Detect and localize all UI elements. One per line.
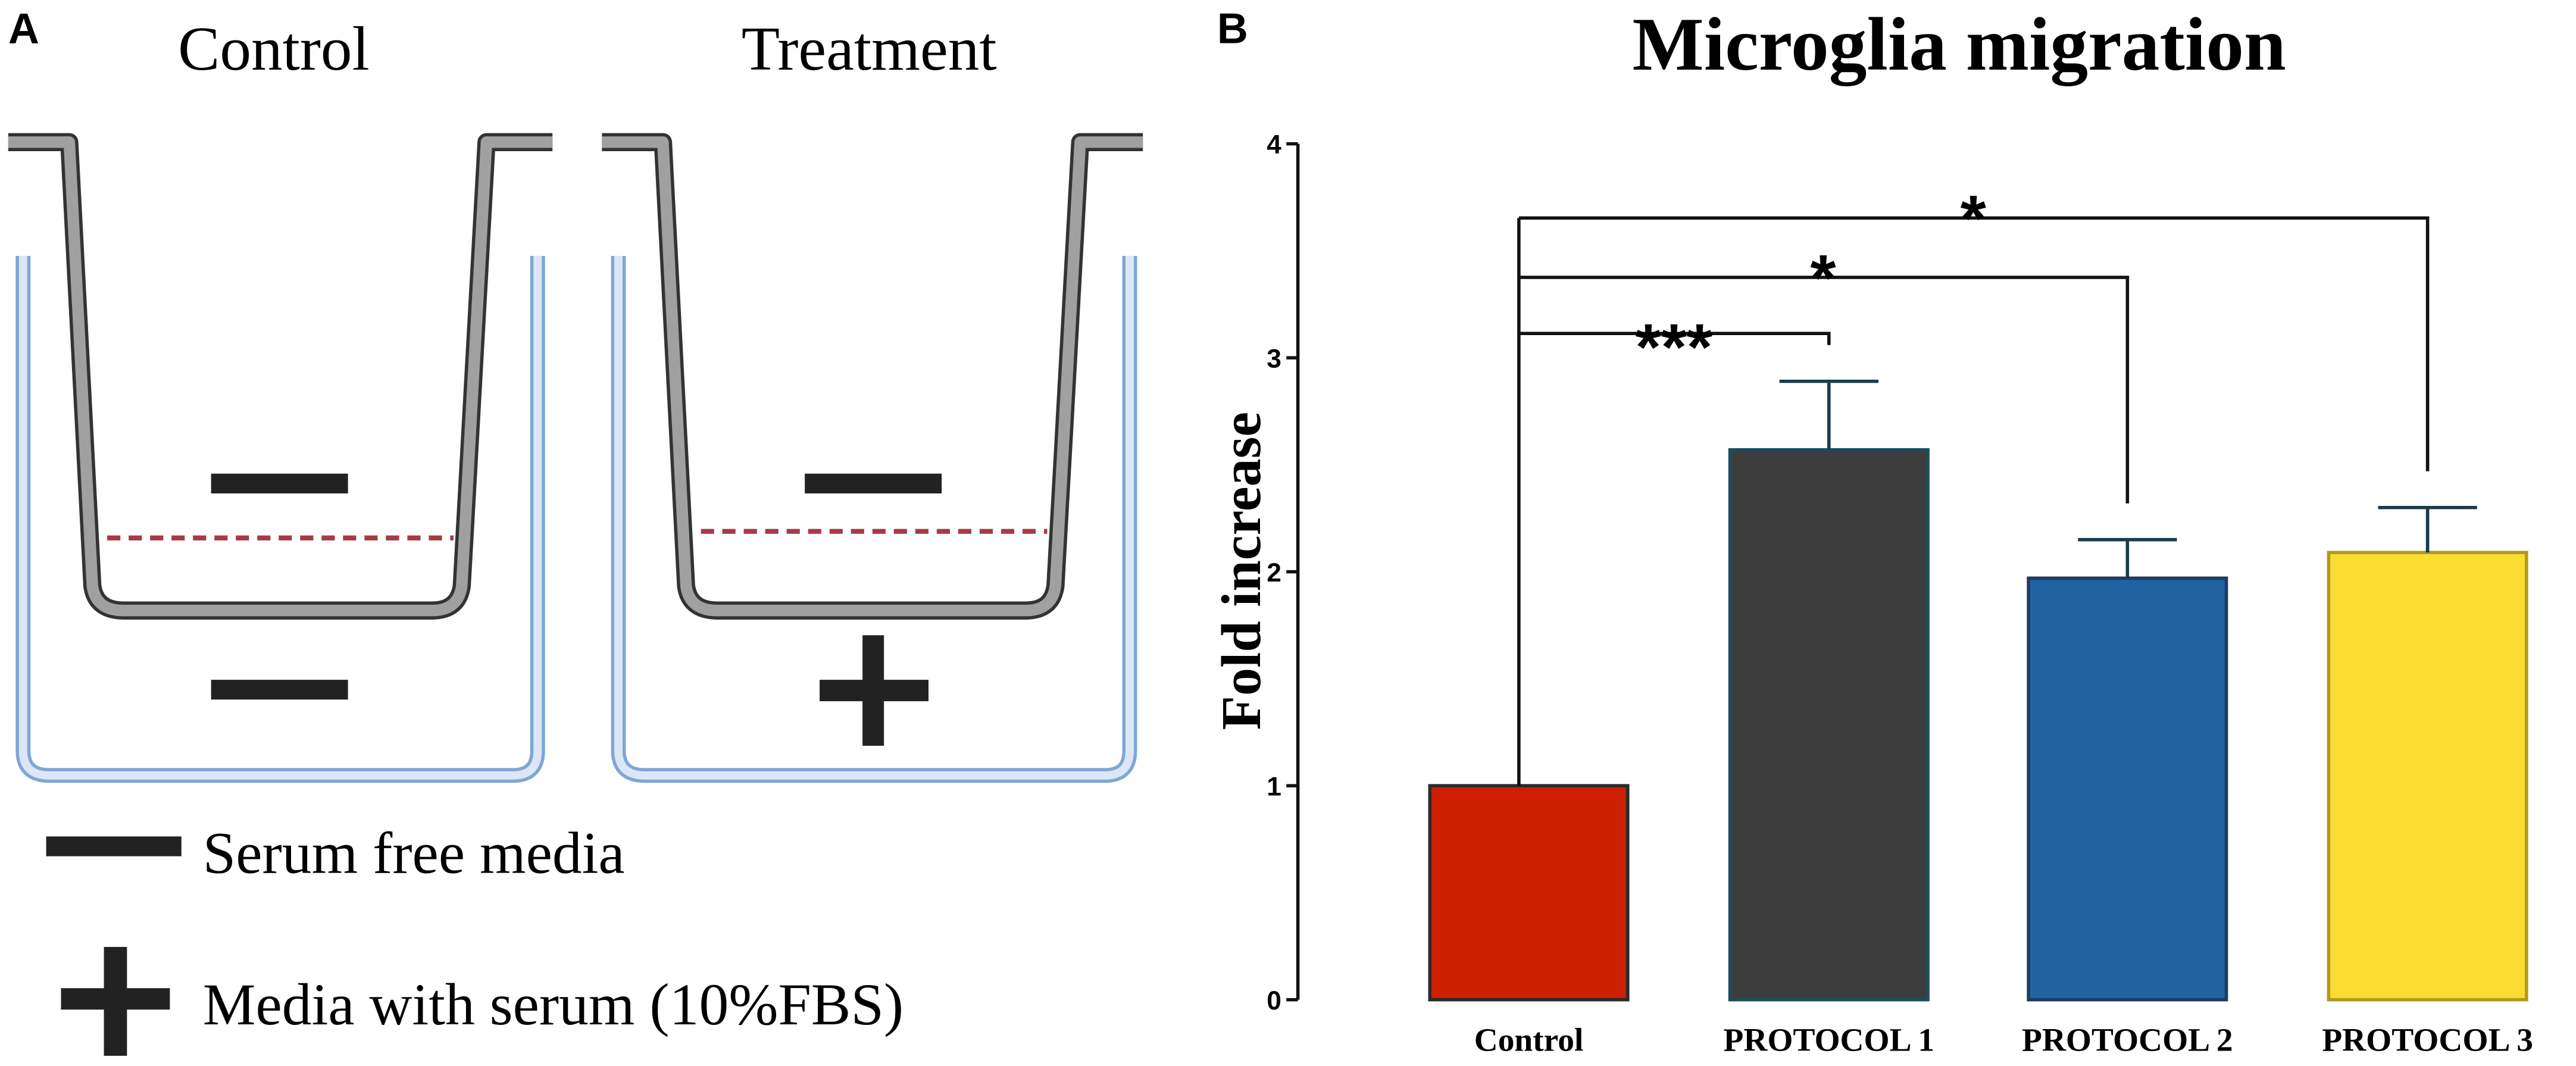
x-tick-label: PROTOCOL 2 bbox=[2022, 1022, 2233, 1058]
y-tick-label: 2 bbox=[1267, 558, 1281, 587]
x-tick-label: PROTOCOL 1 bbox=[1724, 1022, 1935, 1058]
bracket bbox=[1518, 332, 1831, 345]
legend: Serum free media Media with serum (10%FB… bbox=[46, 820, 904, 1056]
bracket bbox=[1518, 276, 2130, 504]
bar bbox=[2027, 576, 2228, 1002]
bar bbox=[1428, 784, 1630, 1002]
significance-label: * bbox=[1811, 242, 1837, 315]
legend-text: Media with serum (10%FBS) bbox=[203, 971, 904, 1037]
y-tick-label: 1 bbox=[1267, 773, 1281, 802]
x-tick-label: Control bbox=[1474, 1022, 1584, 1058]
legend-text: Serum free media bbox=[203, 820, 625, 886]
significance-label: * bbox=[1961, 182, 1987, 255]
well-treatment bbox=[602, 133, 1143, 783]
y-tick-label: 3 bbox=[1267, 345, 1281, 374]
y-tick-label: 0 bbox=[1267, 986, 1281, 1015]
significance-label: *** bbox=[1636, 311, 1713, 384]
well-control bbox=[8, 133, 553, 783]
y-tick-label: 4 bbox=[1267, 130, 1281, 160]
bar bbox=[2327, 551, 2528, 1002]
column-title: Treatment bbox=[742, 14, 997, 83]
x-tick-label: PROTOCOL 3 bbox=[2322, 1022, 2533, 1058]
column-title: Control bbox=[178, 14, 370, 83]
bar bbox=[1728, 448, 1930, 1002]
bracket bbox=[1518, 216, 2430, 471]
y-axis-label: Fold increase bbox=[1211, 412, 1273, 730]
panel-label: A bbox=[8, 5, 39, 53]
panel-label: B bbox=[1217, 5, 1248, 53]
chart-title: Microglia migration bbox=[1633, 2, 2286, 86]
